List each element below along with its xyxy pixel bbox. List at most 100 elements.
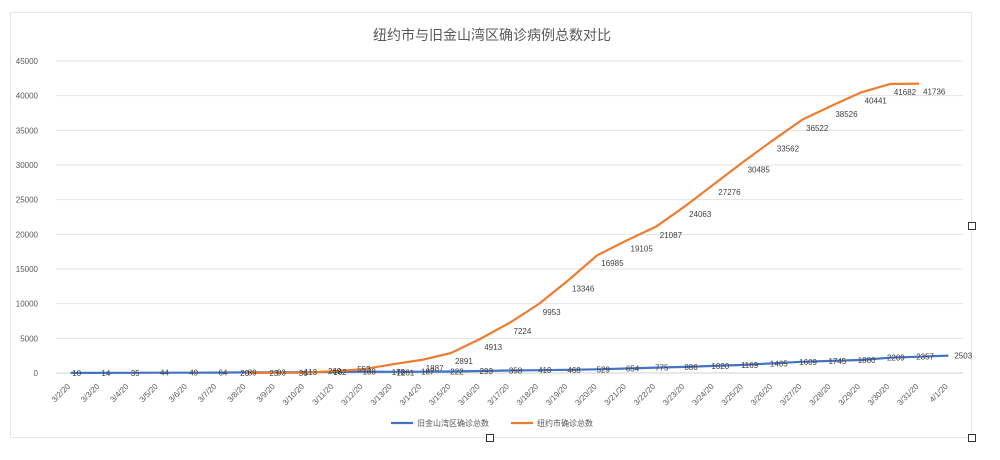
- data-label: 41736: [923, 88, 946, 97]
- x-tick-label: 3/24/20: [690, 382, 716, 408]
- series-line-2: [246, 82, 920, 374]
- gridlines: [56, 60, 963, 374]
- x-tick-label: 3/16/20: [456, 382, 482, 408]
- x-tick-label: 3/25/20: [720, 382, 746, 408]
- data-label: 775: [655, 364, 669, 373]
- data-label: 2891: [455, 357, 473, 366]
- data-label: 7224: [514, 327, 532, 336]
- y-tick-label: 5000: [20, 334, 38, 343]
- data-label: 1020: [711, 362, 729, 371]
- data-label: 13346: [572, 284, 595, 293]
- data-label: 21087: [660, 231, 683, 240]
- chart-title: 纽约市与旧金山湾区确诊病例总数对比: [373, 27, 611, 43]
- data-label: 33562: [777, 144, 800, 153]
- data-label: 113: [304, 368, 317, 377]
- y-tick-label: 15000: [16, 265, 39, 274]
- y-tick-label: 45000: [16, 57, 39, 66]
- y-tick-label: 20000: [16, 230, 39, 239]
- data-label: 35: [131, 369, 140, 378]
- data-label: 886: [684, 363, 698, 372]
- x-tick-label: 3/17/20: [486, 382, 512, 408]
- resize-handle-right[interactable]: [968, 222, 976, 230]
- x-tick-label: 3/27/20: [778, 382, 804, 408]
- data-label: 27276: [718, 188, 741, 197]
- data-label: 23: [269, 369, 278, 378]
- x-tick-label: 3/19/20: [544, 382, 570, 408]
- data-label: 187: [421, 368, 435, 377]
- legend: 旧金山湾区确诊总数 纽约市确诊总数: [391, 418, 593, 428]
- data-label: 16985: [601, 259, 624, 268]
- data-label: 529: [597, 365, 611, 374]
- data-label: 41682: [894, 88, 917, 97]
- data-label: 654: [626, 364, 640, 373]
- data-label: 178: [392, 368, 406, 377]
- x-tick-label: 3/28/20: [808, 382, 834, 408]
- x-tick-label: 3/22/20: [632, 382, 658, 408]
- x-tick-label: 3/23/20: [661, 382, 687, 408]
- legend-label-1: 旧金山湾区确诊总数: [417, 418, 489, 428]
- data-label: 38526: [835, 110, 858, 119]
- data-label: 30485: [748, 166, 771, 175]
- x-tick-label: 3/4/20: [108, 382, 130, 404]
- x-tick-label: 3/15/20: [427, 382, 453, 408]
- data-label: 64: [218, 369, 227, 378]
- data-labels: 10 14 35 44 49 64 89 93 113 162 188 178 187 222 293 358…: [72, 88, 973, 378]
- data-label: 553: [357, 365, 371, 374]
- data-label: 10: [72, 369, 81, 378]
- data-label: 1609: [799, 358, 817, 367]
- data-label: 1880: [858, 356, 876, 365]
- data-label: 20: [240, 369, 249, 378]
- x-tick-label: 3/30/20: [866, 382, 892, 408]
- data-label: 162: [333, 368, 347, 377]
- data-label: 269: [328, 367, 342, 376]
- data-label: 24063: [689, 210, 712, 219]
- series-line-1: [70, 354, 949, 374]
- x-tick-label: 3/14/20: [398, 382, 424, 408]
- x-tick-label: 4/1/20: [928, 382, 950, 404]
- x-tick-label: 3/13/20: [369, 382, 395, 408]
- x-tick-label: 3/18/20: [515, 382, 541, 408]
- resize-handle-bottom-right[interactable]: [968, 434, 976, 442]
- data-label: 222: [450, 367, 464, 376]
- line-chart: 纽约市与旧金山湾区确诊病例总数对比 0 5000 10000 15000 20000 25…: [16, 27, 973, 428]
- x-tick-label: 3/10/20: [281, 382, 307, 408]
- x-tick-label: 3/29/20: [837, 382, 863, 408]
- data-label: 93: [277, 368, 286, 377]
- data-label: 293: [480, 367, 494, 376]
- x-tick-label: 3/31/20: [895, 382, 921, 408]
- y-axis: 0 5000 10000 15000 20000 25000 30000 35000 40000…: [16, 57, 39, 378]
- data-label: 89: [248, 368, 257, 377]
- data-label: 1887: [426, 364, 444, 373]
- x-tick-label: 3/26/20: [749, 382, 775, 408]
- x-tick-label: 3/5/20: [138, 382, 160, 404]
- data-label: 2209: [887, 354, 905, 363]
- chart-area[interactable]: 纽约市与旧金山湾区确诊病例总数对比 0 5000 10000 15000 20000 25…: [10, 12, 973, 438]
- y-tick-label: 10000: [16, 300, 39, 309]
- x-tick-label: 3/9/20: [255, 382, 277, 404]
- y-tick-label: 40000: [16, 92, 39, 101]
- y-tick-label: 25000: [16, 196, 39, 205]
- data-label: 2503: [954, 352, 972, 361]
- data-label: 14: [101, 369, 110, 378]
- data-label: 9953: [543, 308, 561, 317]
- data-label: 36: [299, 369, 308, 378]
- x-tick-label: 3/6/20: [167, 382, 189, 404]
- resize-handle-bottom[interactable]: [486, 434, 494, 442]
- series-lines: [70, 82, 949, 374]
- data-label: 1261: [396, 368, 414, 377]
- data-label: 358: [509, 367, 523, 376]
- data-label: 1169: [741, 361, 759, 370]
- data-label: 468: [567, 366, 581, 375]
- x-tick-label: 3/3/20: [79, 382, 101, 404]
- data-label: 1745: [828, 357, 846, 366]
- data-label: 40441: [865, 97, 888, 106]
- x-axis: 3/2/20 3/3/20 3/4/20 3/5/20 3/6/20 3/7/20 3/8/…: [50, 382, 950, 408]
- legend-label-2: 纽约市确诊总数: [537, 418, 593, 428]
- y-tick-label: 30000: [16, 161, 39, 170]
- y-tick-label: 35000: [16, 126, 39, 135]
- y-tick-label: 0: [34, 369, 39, 378]
- x-tick-label: 3/8/20: [225, 382, 247, 404]
- x-tick-label: 3/12/20: [339, 382, 365, 408]
- x-tick-label: 3/11/20: [311, 382, 336, 407]
- data-label: 2357: [916, 353, 934, 362]
